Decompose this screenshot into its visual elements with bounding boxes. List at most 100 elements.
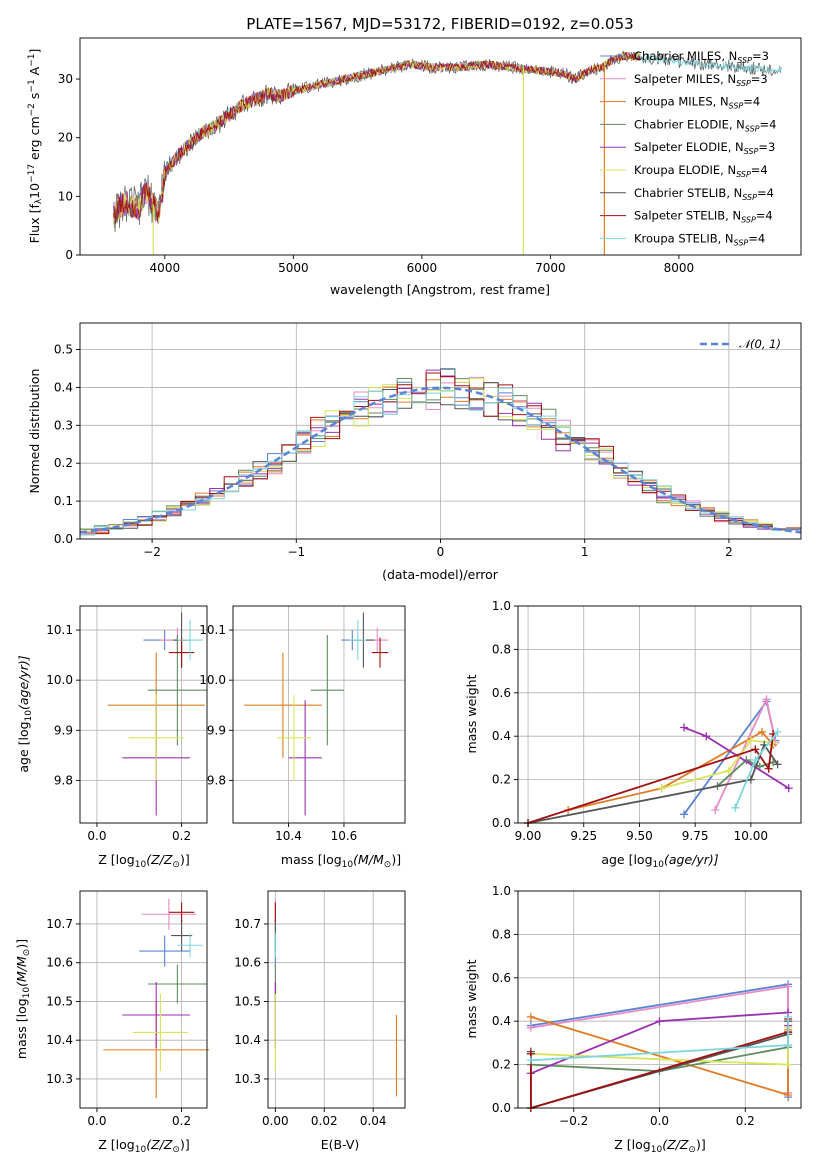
x-tick-label: 9.75 bbox=[682, 829, 709, 843]
age-vs-z-errorbars bbox=[107, 612, 207, 816]
gaussian-legend-label: 𝒩(0, 1) bbox=[739, 337, 781, 351]
x-tick-label: 0.2 bbox=[736, 1114, 755, 1128]
age-vs-mass-frame bbox=[232, 605, 406, 824]
spectrum-legend: Chabrier MILES, NSSP=3 Salpeter MILES, NS… bbox=[600, 49, 776, 247]
x-tick-label: 0.0 bbox=[87, 829, 106, 843]
x-tick-label: 1 bbox=[581, 545, 589, 559]
y-tick-label: 0.4 bbox=[492, 1014, 511, 1028]
age-vs-mass-panel: 10.4 10.6 9.8 9.9 10.0 10.1 mass [log10(M/M⊙)… bbox=[199, 605, 406, 870]
age-vs-z-frame bbox=[79, 605, 208, 824]
y-tick-label: 0.0 bbox=[54, 532, 73, 546]
spectrum-ylabel: Flux [fλ10−17 erg cm−2 s−1 A−1] bbox=[27, 49, 44, 244]
x-tick-label: 5000 bbox=[278, 261, 309, 275]
x-tick-label: −0.2 bbox=[559, 1114, 588, 1128]
x-tick-label: 0.02 bbox=[311, 1114, 338, 1128]
weight-marker bbox=[711, 805, 720, 814]
weight-marker bbox=[784, 1060, 793, 1069]
histogram-step bbox=[80, 382, 801, 534]
y-tick-label: 10.3 bbox=[46, 1072, 73, 1086]
weight-marker bbox=[751, 756, 760, 765]
y-tick-label: 10.6 bbox=[46, 956, 73, 970]
x-tick-label: 0.2 bbox=[172, 1114, 191, 1128]
y-tick-label: 0.6 bbox=[492, 971, 511, 985]
y-tick-label: 10.4 bbox=[234, 1033, 261, 1047]
weight-vs-age-panel: 9.00 9.25 9.50 9.75 10.000.00.20.40.60.81.0 … bbox=[464, 599, 802, 870]
weight-vs-z-ylabel: mass weight bbox=[464, 959, 479, 1038]
y-tick-label: 0.2 bbox=[54, 456, 73, 470]
legend-label: Salpeter MILES, NSSP=3 bbox=[634, 72, 768, 88]
x-tick-label: 0.0 bbox=[87, 1114, 106, 1128]
x-tick-label: 6000 bbox=[407, 261, 438, 275]
weight-vs-age-frame bbox=[517, 605, 802, 824]
weight-vs-z-lines bbox=[526, 980, 793, 1112]
spectrum-title: PLATE=1567, MJD=53172, FIBERID=0192, z=0… bbox=[246, 15, 633, 33]
y-tick-label: 10.5 bbox=[46, 994, 73, 1008]
y-tick-label: 20 bbox=[58, 131, 73, 145]
weight-marker bbox=[784, 982, 793, 991]
mass-vs-z-panel: 0.0 0.2 10.3 10.4 10.5 10.6 10.7 Z [log10(Z/Z⊙… bbox=[14, 890, 210, 1155]
x-tick-label: 9.00 bbox=[515, 829, 542, 843]
x-tick-label: 8000 bbox=[664, 261, 695, 275]
weight-marker bbox=[764, 764, 773, 773]
y-tick-label: 0.0 bbox=[492, 1101, 511, 1115]
legend-label: Kroupa MILES, NSSP=4 bbox=[634, 95, 760, 111]
spectrum-frame bbox=[79, 37, 802, 256]
y-tick-label: 9.8 bbox=[54, 773, 73, 787]
y-tick-label: 10.7 bbox=[234, 917, 261, 931]
weight-marker bbox=[762, 695, 771, 704]
weight-vs-age-xlabel: age [log10(age/yr)] bbox=[601, 852, 718, 870]
legend-label: Salpeter STELIB, NSSP=4 bbox=[634, 209, 773, 225]
y-tick-label: 0.2 bbox=[492, 1058, 511, 1072]
weight-vs-age-ylabel: mass weight bbox=[464, 674, 479, 753]
legend-label: Kroupa ELODIE, NSSP=4 bbox=[634, 163, 768, 179]
x-tick-label: 0.00 bbox=[262, 1114, 289, 1128]
age-vs-z-xlabel: Z [log10(Z/Z⊙)] bbox=[98, 852, 189, 870]
weight-marker bbox=[680, 810, 689, 819]
weight-line bbox=[661, 739, 774, 790]
y-tick-label: 0.6 bbox=[492, 686, 511, 700]
histogram-ylabel: Normed distribution bbox=[27, 369, 42, 494]
x-tick-label: 10.6 bbox=[331, 829, 358, 843]
x-tick-label: 0.04 bbox=[360, 1114, 387, 1128]
mass-vs-ebv-xlabel: E(B-V) bbox=[321, 1137, 360, 1152]
spectrum-line bbox=[113, 50, 782, 232]
x-tick-label: 0 bbox=[437, 545, 445, 559]
weight-marker bbox=[784, 1041, 793, 1050]
weight-marker bbox=[751, 745, 760, 754]
legend-label: Chabrier ELODIE, NSSP=4 bbox=[634, 117, 776, 133]
y-tick-label: 10.3 bbox=[234, 1072, 261, 1086]
histogram-step bbox=[80, 372, 801, 535]
y-tick-label: 0.8 bbox=[492, 642, 511, 656]
x-tick-label: 9.25 bbox=[570, 829, 597, 843]
weight-marker bbox=[655, 1017, 664, 1026]
spectrum-panel: PLATE=1567, MJD=53172, FIBERID=0192, z=0… bbox=[27, 15, 802, 297]
x-tick-label: −2 bbox=[143, 545, 161, 559]
x-tick-label: 2 bbox=[725, 545, 733, 559]
weight-vs-z-panel: −0.2 0.0 0.2 0.0 0.2 0.4 0.6 0.8 1.0 Z [log10(Z/… bbox=[464, 884, 802, 1155]
weight-line bbox=[527, 733, 774, 824]
mass-vs-z-frame bbox=[79, 890, 208, 1109]
y-tick-label: 9.9 bbox=[207, 723, 226, 737]
weight-marker bbox=[773, 760, 782, 769]
histogram-xlabel: (data-model)/error bbox=[382, 567, 499, 582]
age-vs-mass-errorbars bbox=[244, 612, 389, 816]
residual-histograms bbox=[79, 368, 802, 536]
mass-vs-z-errorbars bbox=[103, 898, 210, 1099]
weight-marker bbox=[784, 784, 793, 793]
y-tick-label: 0.5 bbox=[54, 343, 73, 357]
gaussian-curve bbox=[79, 386, 802, 534]
weight-marker bbox=[526, 1012, 535, 1021]
weight-marker bbox=[680, 723, 689, 732]
y-tick-label: 10.5 bbox=[234, 994, 261, 1008]
y-tick-label: 10.1 bbox=[46, 623, 73, 637]
weight-marker bbox=[526, 1056, 535, 1065]
y-tick-label: 9.8 bbox=[207, 773, 226, 787]
age-vs-mass-xlabel: mass [log10(M/M⊙)] bbox=[281, 852, 401, 870]
age-vs-z-panel: 0.0 0.2 9.8 9.9 10.0 10.1 Z [log10(Z/Z⊙)] age… bbox=[16, 605, 208, 870]
weight-vs-z-xlabel: Z [log10(Z/Z⊙)] bbox=[614, 1137, 705, 1155]
y-tick-label: 9.9 bbox=[54, 723, 73, 737]
weight-marker bbox=[746, 736, 755, 745]
weight-marker bbox=[746, 775, 755, 784]
mass-vs-z-xlabel: Z [log10(Z/Z⊙)] bbox=[98, 1137, 189, 1155]
